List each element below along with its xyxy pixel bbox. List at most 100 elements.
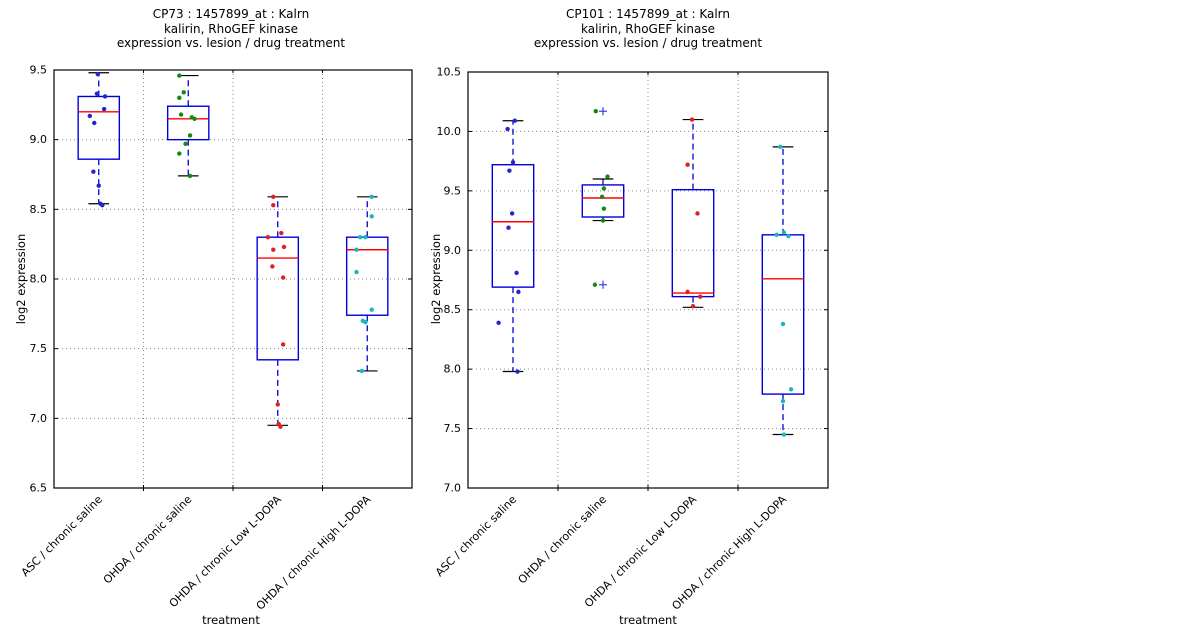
right-y-axis-label: log2 expression xyxy=(429,233,443,325)
data-point xyxy=(279,230,284,236)
y-tick-label: 8.5 xyxy=(444,303,462,316)
data-point xyxy=(505,126,510,132)
y-tick-label: 7.5 xyxy=(30,342,48,355)
data-point xyxy=(187,173,193,179)
data-point xyxy=(363,235,368,240)
data-point xyxy=(605,174,610,179)
data-point xyxy=(369,307,374,312)
data-point xyxy=(778,144,783,150)
left-chart-title: CP73 : 1457899_at : Kalrn kalirin, RhoGE… xyxy=(11,7,451,51)
y-tick-label: 10.0 xyxy=(437,125,462,138)
data-point xyxy=(788,387,794,392)
iqr-box xyxy=(166,105,210,141)
right-chart-title: CP101 : 1457899_at : Kalrn kalirin, RhoG… xyxy=(428,7,868,51)
data-point xyxy=(690,303,696,309)
y-tick-label: 8.0 xyxy=(444,363,462,376)
x-category-label: OHDA / chronic saline xyxy=(516,493,610,587)
left-title-line-1: CP73 : 1457899_at : Kalrn xyxy=(152,7,310,21)
data-point xyxy=(101,106,107,112)
data-point xyxy=(601,206,607,211)
data-point xyxy=(600,218,606,223)
data-point xyxy=(363,319,368,325)
x-category-label: ASC / chronic saline xyxy=(433,493,519,579)
data-point xyxy=(689,117,695,122)
left-y-axis-label: log2 expression xyxy=(14,233,28,325)
data-point xyxy=(100,202,105,208)
data-point xyxy=(369,194,374,199)
left-title-line-2: kalirin, RhoGEF kinase xyxy=(163,21,299,36)
data-point xyxy=(593,109,598,114)
iqr-box xyxy=(256,236,300,361)
data-point xyxy=(781,432,787,437)
data-point xyxy=(516,289,521,295)
y-tick-label: 7.5 xyxy=(444,422,462,435)
iqr-box xyxy=(671,188,715,298)
box-group-1 xyxy=(77,71,121,208)
data-point xyxy=(187,133,193,138)
y-tick-label: 7.0 xyxy=(30,412,48,425)
data-point xyxy=(599,194,605,199)
data-point xyxy=(774,232,779,238)
data-point xyxy=(514,270,519,276)
x-category-label: OHDA / chronic saline xyxy=(101,493,195,587)
box-group-4 xyxy=(761,144,805,437)
box-group-2 xyxy=(166,73,210,179)
data-point xyxy=(271,247,276,252)
data-point xyxy=(780,399,786,404)
data-point xyxy=(91,169,96,174)
iqr-box xyxy=(491,164,535,288)
right-x-axis-label: treatment xyxy=(619,613,677,627)
box-group-3 xyxy=(671,117,715,309)
data-point xyxy=(275,402,280,407)
left-title-line-3: expression vs. lesion / drug treatment xyxy=(116,36,346,50)
iqr-box xyxy=(761,234,805,395)
data-point xyxy=(592,282,598,287)
data-point xyxy=(601,186,607,191)
data-point xyxy=(780,321,786,327)
box-group-4 xyxy=(345,194,389,374)
data-point xyxy=(359,368,365,374)
y-tick-label: 8.0 xyxy=(30,273,48,286)
plot-frame xyxy=(467,71,829,489)
data-point xyxy=(177,95,182,101)
data-point xyxy=(92,120,97,126)
data-point xyxy=(96,183,101,188)
y-tick-label: 6.5 xyxy=(30,482,48,495)
data-point xyxy=(281,244,287,250)
data-point xyxy=(177,73,182,78)
iqr-box xyxy=(581,184,625,218)
left-x-axis-label: treatment xyxy=(202,613,260,627)
iqr-box xyxy=(345,236,389,316)
y-tick-label: 10.5 xyxy=(437,66,462,79)
y-tick-label: 9.5 xyxy=(444,184,462,197)
boxplot-left: 6.5 7.0 7.5 8.0 8.5 9.0 9.5 ASC / chronic salin… xyxy=(19,64,413,613)
data-point xyxy=(270,264,275,269)
data-point xyxy=(271,202,276,208)
data-point xyxy=(781,230,787,235)
data-point xyxy=(510,160,516,165)
y-tick-label: 8.5 xyxy=(30,203,48,216)
data-point xyxy=(515,369,520,374)
data-point xyxy=(369,214,374,219)
y-tick-label: 9.0 xyxy=(444,244,462,257)
right-title-line-2: kalirin, RhoGEF kinase xyxy=(580,21,716,36)
data-point xyxy=(102,94,108,99)
data-point xyxy=(786,233,791,239)
box-group-2 xyxy=(581,107,625,289)
data-point xyxy=(354,269,359,275)
data-point xyxy=(509,211,515,216)
data-point xyxy=(177,151,182,156)
box-group-3 xyxy=(256,194,300,429)
y-tick-label: 7.0 xyxy=(444,482,462,495)
data-point xyxy=(278,424,283,429)
data-point xyxy=(280,275,286,280)
y-tick-label: 9.5 xyxy=(30,64,48,77)
data-point xyxy=(181,90,186,95)
data-point xyxy=(192,116,197,121)
y-tick-label: 9.0 xyxy=(30,133,48,146)
data-point xyxy=(506,225,511,230)
data-point xyxy=(265,235,271,240)
data-point xyxy=(496,320,501,325)
